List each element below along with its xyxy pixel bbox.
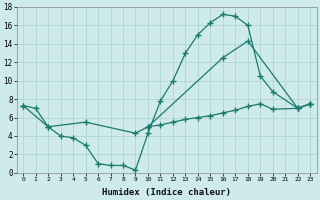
X-axis label: Humidex (Indice chaleur): Humidex (Indice chaleur) xyxy=(102,188,231,197)
